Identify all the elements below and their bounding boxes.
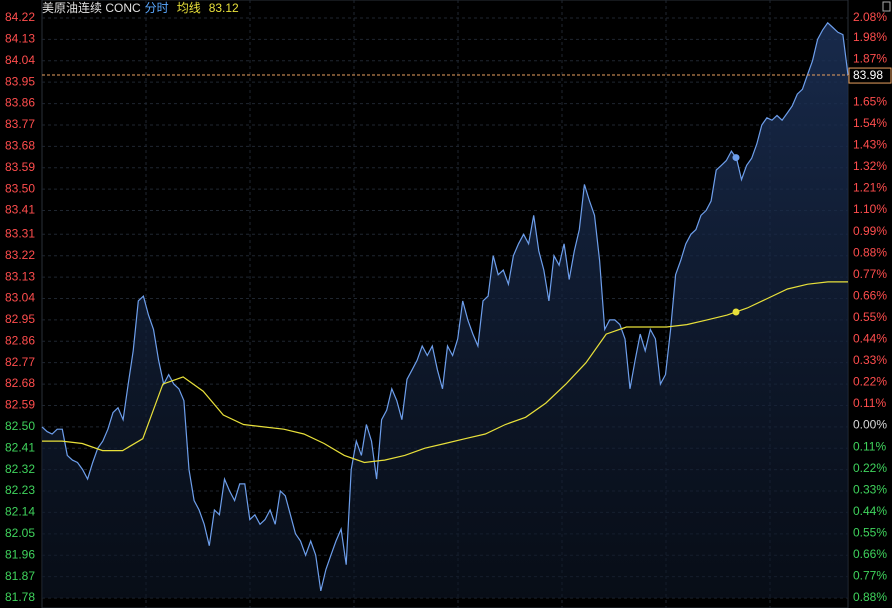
y2-tick-label: 1.43% <box>853 138 887 152</box>
corner-icon[interactable] <box>882 1 891 12</box>
y-tick-label: 82.14 <box>5 505 35 519</box>
y-tick-label: 83.13 <box>5 269 35 283</box>
y2-tick-label: 1.87% <box>853 51 887 65</box>
y-tick-label: 83.68 <box>5 139 35 153</box>
y-tick-label: 82.95 <box>5 312 35 326</box>
y2-tick-label: 0.55% <box>853 310 887 324</box>
line-dot <box>732 154 740 162</box>
y2-tick-label: 1.21% <box>853 181 887 195</box>
y-tick-label: 83.59 <box>5 160 35 174</box>
y-tick-label: 82.50 <box>5 419 35 433</box>
y-tick-label: 84.04 <box>5 53 35 67</box>
y2-tick-label: 0.33% <box>853 353 887 367</box>
chart-title: 美原油连续 CONC <box>42 0 141 15</box>
y2-tick-label: 0.22% <box>853 375 887 389</box>
y2-tick-label: 1.65% <box>853 94 887 108</box>
y2-tick-label: 0.77% <box>853 267 887 281</box>
line-dot <box>732 308 740 316</box>
y-tick-label: 83.41 <box>5 203 35 217</box>
y-tick-label: 83.04 <box>5 291 35 305</box>
latest-price-box <box>848 67 892 84</box>
y-tick-label: 83.50 <box>5 181 35 195</box>
y-tick-label: 82.77 <box>5 355 35 369</box>
y-tick-label: 82.59 <box>5 398 35 412</box>
y2-tick-label: 1.10% <box>853 202 887 216</box>
y2-tick-label: 0.22% <box>853 461 887 475</box>
y2-tick-label: 0.11% <box>853 396 886 410</box>
y-tick-label: 83.77 <box>5 117 35 131</box>
y2-tick-label: 2.08% <box>853 10 887 24</box>
legend-entry: 均线 <box>177 1 201 15</box>
y-tick-label: 82.23 <box>5 483 35 497</box>
y2-tick-label: 0.11% <box>853 439 886 453</box>
series-line <box>42 281 848 464</box>
y-tick-label: 81.96 <box>5 547 35 561</box>
y2-tick-label: 1.98% <box>853 30 887 44</box>
y-tick-label: 82.05 <box>5 526 35 540</box>
y-tick-label: 83.95 <box>5 74 35 88</box>
legend-value: 83.12 <box>209 1 239 15</box>
y-tick-label: 81.78 <box>5 590 35 604</box>
y2-tick-label: 0.88% <box>853 245 887 259</box>
series-line <box>41 21 849 592</box>
y-tick-label: 82.41 <box>5 440 35 454</box>
y-tick-label: 83.31 <box>5 226 35 240</box>
y2-tick-label: 0.00% <box>853 418 887 432</box>
y2-tick-label: 0.66% <box>853 288 887 302</box>
y-tick-label: 83.86 <box>5 96 35 110</box>
y2-tick-label: 0.66% <box>853 547 887 561</box>
latest-price-label: 83.98 <box>853 68 883 82</box>
y-tick-label: 82.86 <box>5 333 35 347</box>
y-tick-label: 84.13 <box>5 32 35 46</box>
legend-entry: 分时 <box>145 1 169 15</box>
price-area <box>42 22 848 599</box>
y-tick-label: 83.22 <box>5 248 35 262</box>
y2-tick-label: 0.77% <box>853 569 887 583</box>
y2-tick-label: 0.88% <box>853 590 887 604</box>
y2-tick-label: 1.54% <box>853 116 887 130</box>
y-tick-label: 82.32 <box>5 462 35 476</box>
y2-tick-label: 0.55% <box>853 526 887 540</box>
y2-tick-label: 0.33% <box>853 482 887 496</box>
y2-tick-label: 0.99% <box>853 224 887 238</box>
y-tick-label: 84.22 <box>5 10 35 24</box>
y2-tick-label: 0.44% <box>853 504 887 518</box>
y-tick-label: 82.68 <box>5 376 35 390</box>
y2-tick-label: 1.32% <box>853 159 887 173</box>
y-tick-label: 81.87 <box>5 569 35 583</box>
y2-tick-label: 0.44% <box>853 332 887 346</box>
